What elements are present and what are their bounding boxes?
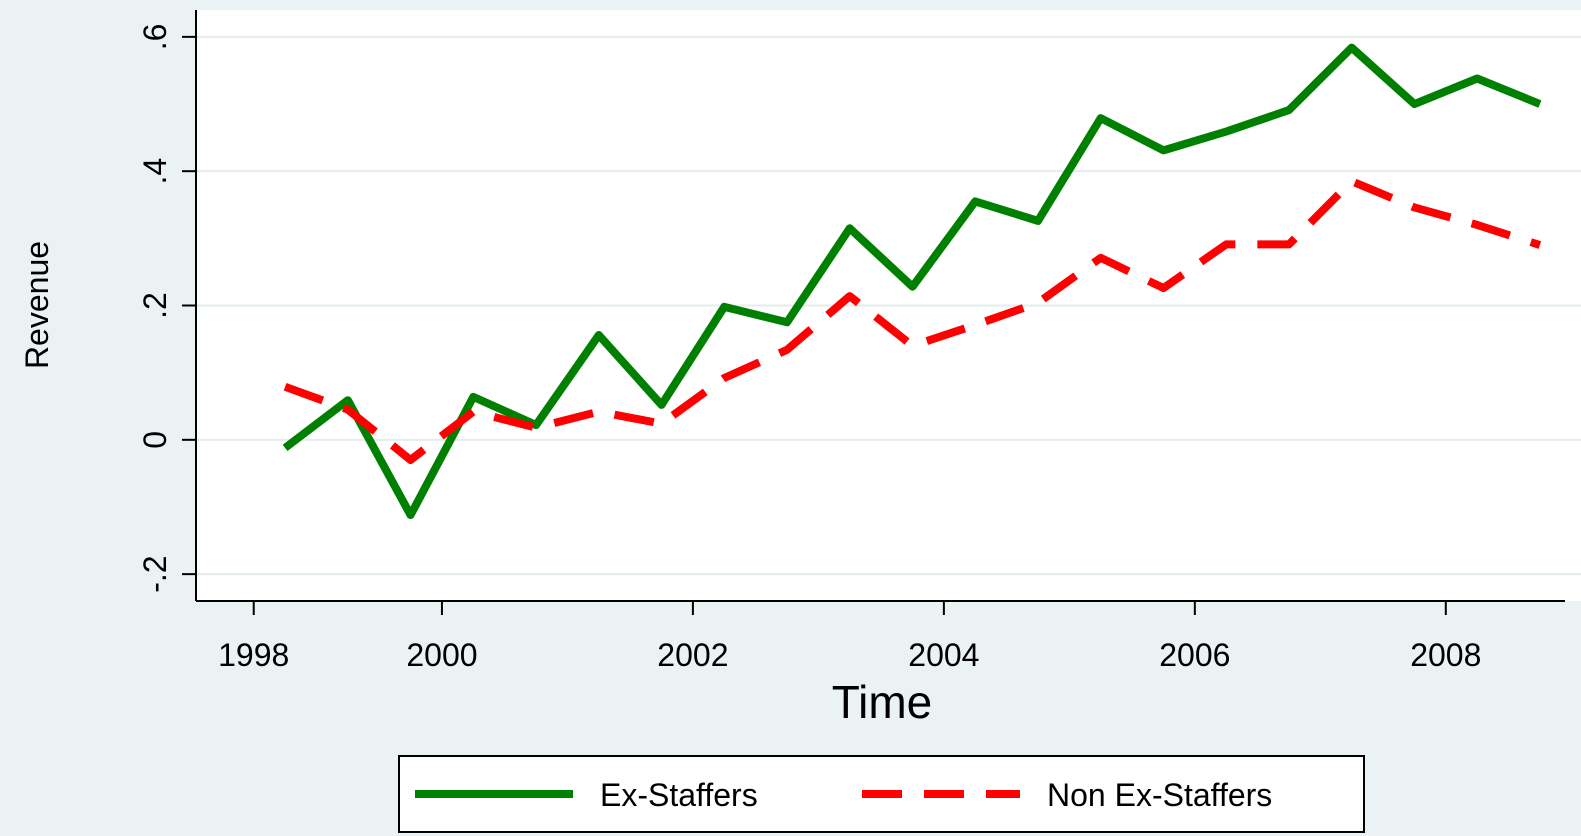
y-tick-label: -.2	[137, 555, 173, 592]
x-tick-label: 2004	[908, 637, 979, 673]
x-tick-label: 2006	[1159, 637, 1230, 673]
y-tick-label: .2	[137, 292, 173, 319]
y-tick-label: 0	[137, 431, 173, 449]
y-tick-label: .6	[137, 24, 173, 51]
y-axis-title: Revenue	[19, 241, 55, 369]
legend-label: Non Ex-Staffers	[1047, 777, 1272, 813]
x-tick-label: 2008	[1410, 637, 1481, 673]
legend-label: Ex-Staffers	[600, 777, 758, 813]
series-line	[283, 177, 1542, 464]
x-tick-label: 2000	[406, 637, 477, 673]
x-tick-label: 1998	[218, 637, 289, 673]
x-axis-title: Time	[832, 676, 933, 728]
series-line	[282, 43, 1542, 520]
x-tick-label: 2002	[657, 637, 728, 673]
y-tick-label: .4	[137, 158, 173, 185]
